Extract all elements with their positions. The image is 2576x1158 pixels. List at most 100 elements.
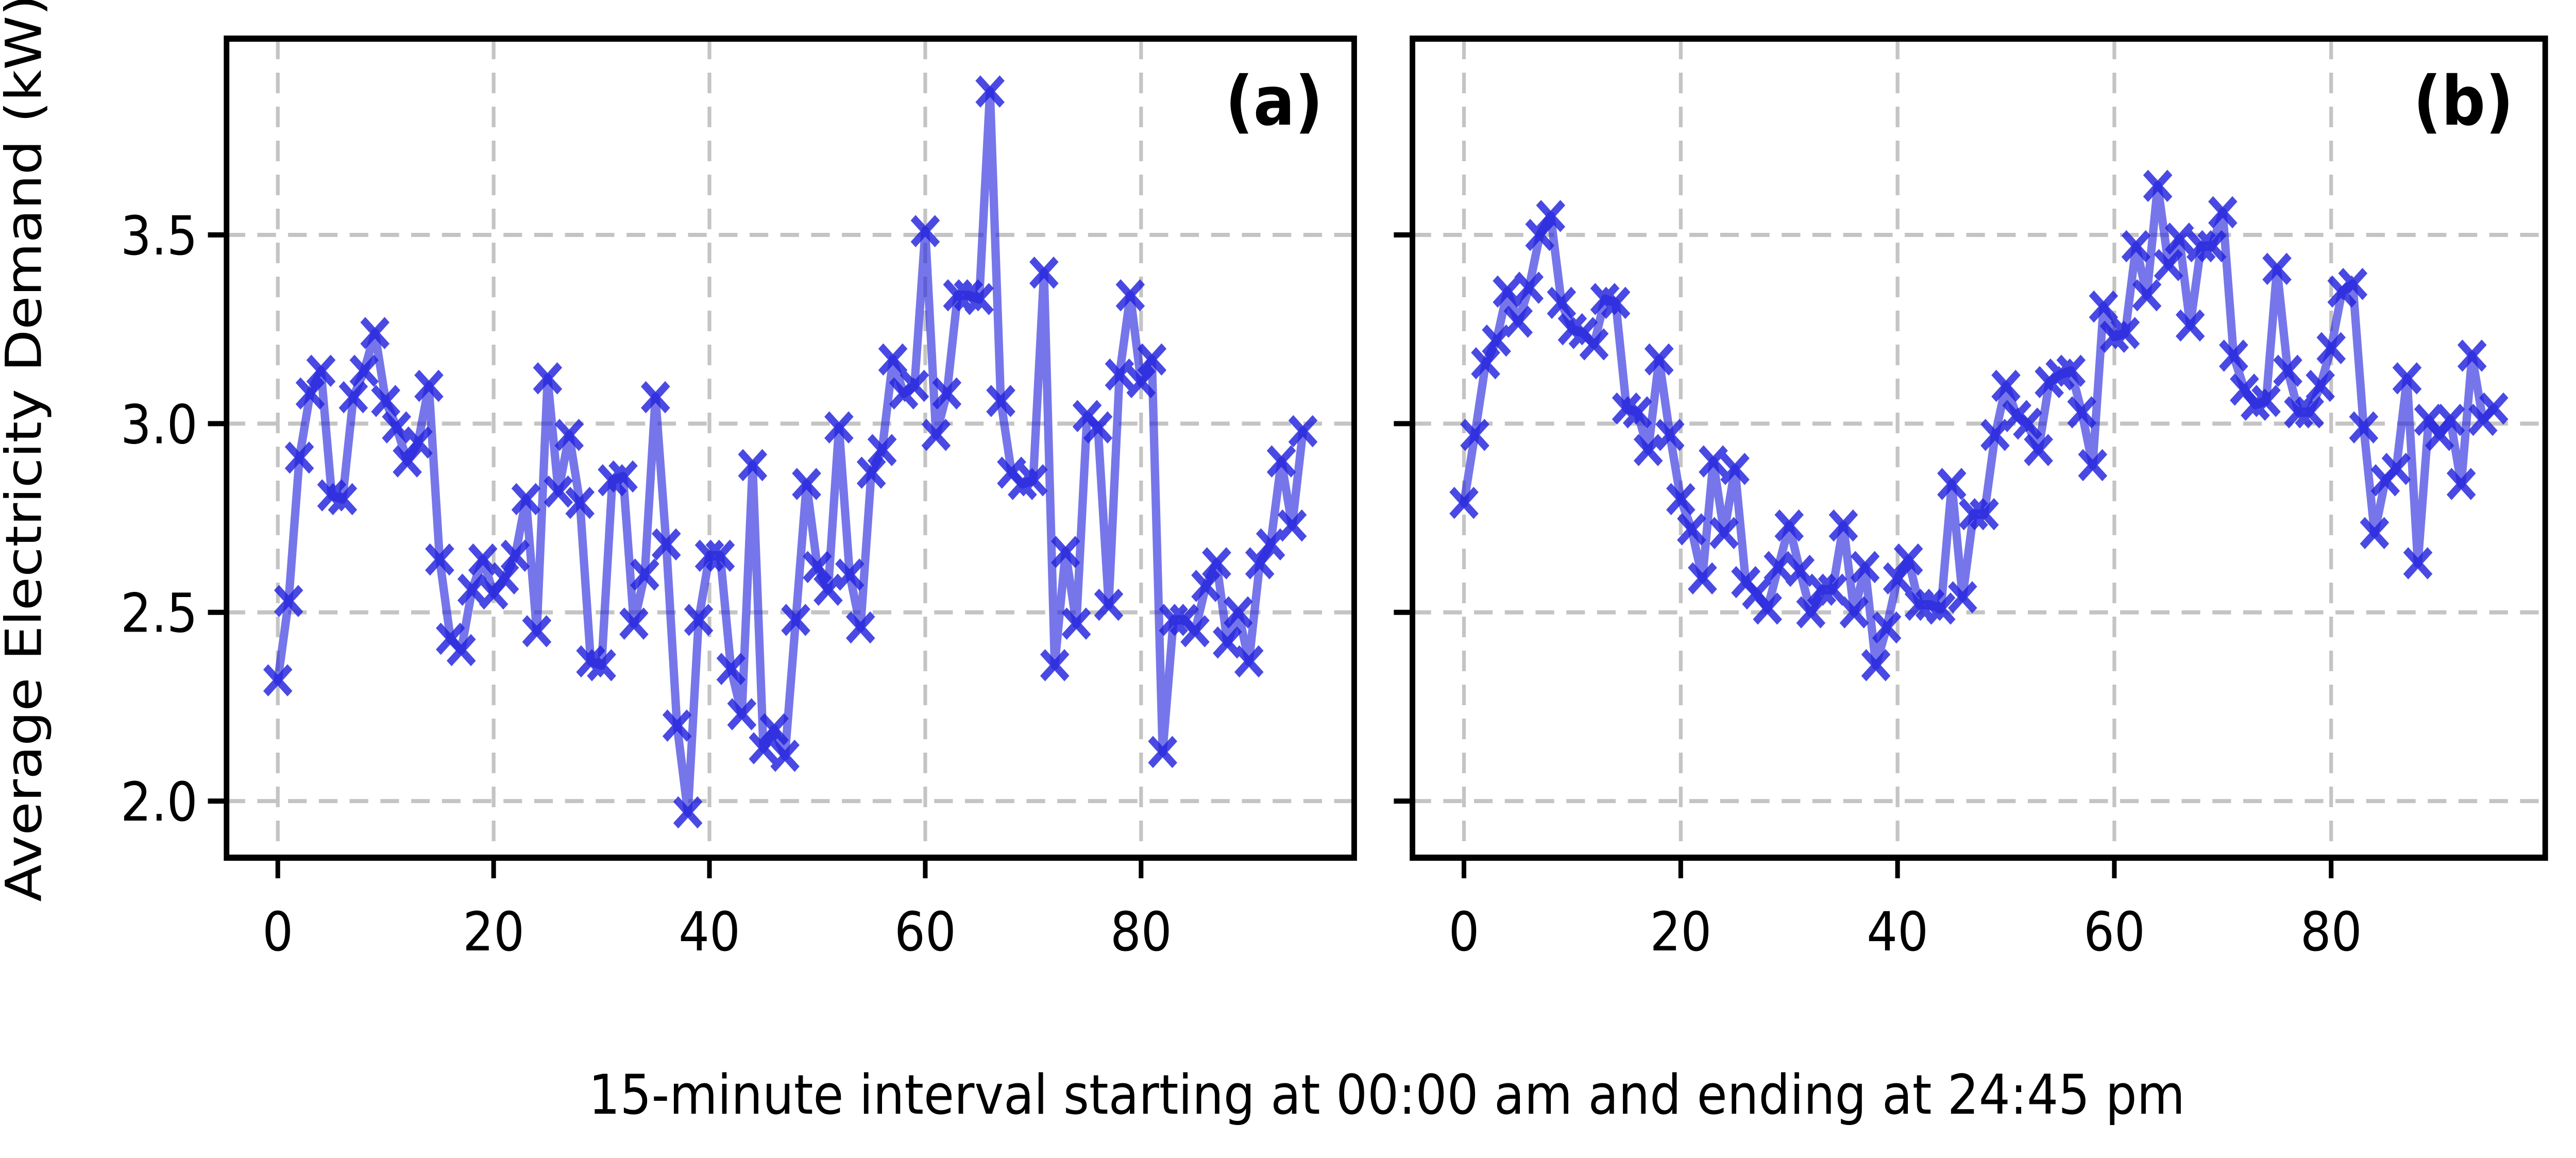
data-marker [2067, 396, 2097, 429]
data-marker [393, 445, 422, 478]
data-marker [684, 604, 714, 636]
data-marker [1126, 366, 1156, 399]
data-marker [1883, 562, 1912, 595]
data-marker [284, 441, 314, 474]
data-marker [1872, 611, 1902, 644]
data-marker [295, 377, 325, 410]
data-marker [2056, 354, 2086, 387]
data-marker [1622, 396, 1652, 429]
data-marker [1493, 275, 1522, 308]
data-marker [1514, 271, 1544, 304]
data-marker [630, 558, 659, 591]
data-marker [2186, 230, 2216, 263]
plot-border [1410, 36, 2548, 861]
data-marker [845, 611, 875, 644]
data-marker [2316, 332, 2346, 365]
data-marker [1159, 604, 1188, 636]
data-marker [1579, 328, 1609, 361]
data-marker [1180, 615, 1210, 648]
data-marker [489, 562, 519, 595]
data-marker [705, 539, 735, 572]
data-marker [867, 434, 897, 466]
data-marker [446, 634, 476, 667]
data-marker [1644, 343, 1674, 376]
data-marker [2110, 317, 2140, 349]
data-marker [1991, 369, 2021, 402]
data-marker [371, 385, 401, 417]
data-marker [2457, 339, 2487, 372]
data-marker [414, 369, 444, 402]
data-marker [1839, 596, 1869, 629]
data-marker [1061, 607, 1091, 640]
plot-border [224, 36, 1357, 861]
data-marker [1818, 573, 1848, 606]
data-marker [1633, 434, 1663, 466]
data-marker [554, 419, 584, 451]
data-marker [1774, 509, 1804, 542]
x-tick-label: 20 [1650, 901, 1711, 964]
y-tick-label: 3.5 [121, 206, 198, 268]
data-marker [1148, 736, 1178, 769]
data-marker [2479, 392, 2509, 425]
data-marker [716, 653, 746, 685]
data-marker [2197, 230, 2227, 263]
data-marker [1764, 551, 1793, 584]
data-marker [651, 528, 681, 561]
data-marker [1959, 498, 1988, 531]
panel-b: 0 20 40 60 80 [1394, 36, 2548, 964]
data-marker [544, 475, 573, 508]
data-marker [662, 709, 692, 742]
data-marker [921, 419, 951, 451]
data-marker [1277, 509, 1307, 542]
data-marker [1666, 483, 1696, 516]
data-marker [900, 369, 929, 402]
y-tick-label: 2.0 [121, 772, 198, 834]
data-marker [2435, 403, 2465, 436]
data-marker [1807, 573, 1837, 606]
data-marker [986, 385, 1015, 417]
data-marker [1677, 513, 1706, 546]
data-marker [500, 539, 530, 572]
data-marker [2078, 449, 2108, 482]
x-tick-label: 0 [1449, 901, 1480, 964]
data-marker [1471, 347, 1500, 380]
data-marker [1904, 588, 1934, 621]
data-marker [457, 573, 487, 606]
series-line [274, 87, 1308, 818]
data-marker [2175, 309, 2205, 342]
data-marker [2121, 230, 2151, 263]
data-marker [2381, 452, 2411, 485]
data-marker [619, 607, 649, 640]
data-marker [1094, 588, 1124, 621]
panel-a-label: (a) [1225, 61, 1323, 141]
data-marker [1202, 547, 1231, 580]
y-tick-label: 2.5 [121, 583, 198, 645]
data-marker [749, 732, 778, 764]
data-marker [360, 317, 390, 349]
data-marker [328, 483, 358, 516]
data-marker [1850, 551, 1880, 584]
data-marker [1601, 286, 1631, 319]
data-marker [694, 539, 724, 572]
data-marker [306, 354, 336, 387]
data-marker [403, 426, 433, 459]
data-marker [770, 739, 800, 772]
data-marker [2143, 169, 2173, 202]
data-marker [2219, 339, 2248, 372]
data-marker [1688, 562, 1717, 595]
data-marker [1655, 419, 1685, 451]
data-marker [1796, 596, 1826, 629]
data-marker [1288, 415, 1318, 448]
data-marker [2262, 252, 2292, 285]
x-tick-label: 40 [679, 901, 740, 964]
data-marker [824, 411, 854, 444]
data-marker [2446, 468, 2476, 500]
x-tick-label: 0 [262, 901, 293, 964]
series-markers [263, 75, 1318, 829]
data-marker [587, 649, 616, 682]
data-marker [2132, 279, 2162, 312]
data-marker [1050, 536, 1080, 568]
data-marker [1503, 305, 1533, 338]
